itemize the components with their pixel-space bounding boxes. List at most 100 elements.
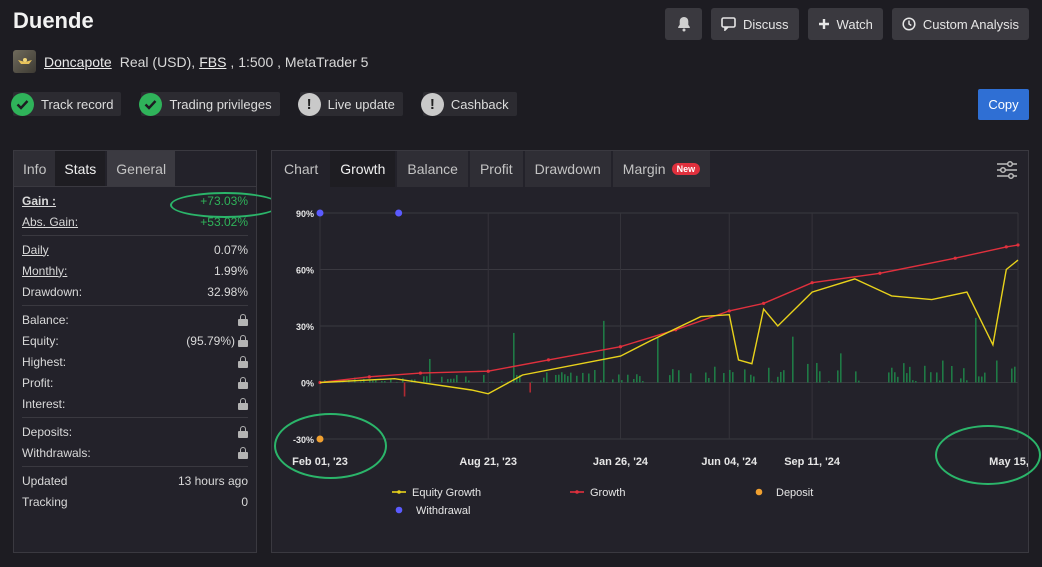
exclamation-icon: !	[297, 92, 321, 116]
stat-label: Deposits:	[22, 424, 73, 439]
profit-bar	[507, 381, 509, 383]
tab-balance[interactable]: Balance	[397, 151, 468, 187]
profit-bar	[828, 381, 830, 383]
series-line	[319, 244, 1019, 384]
profit-bar	[594, 369, 596, 383]
account-user-link[interactable]: Doncapote	[44, 53, 112, 70]
legend-swatch-dot	[575, 490, 579, 494]
lock-icon	[238, 313, 248, 326]
exclamation-icon: !	[420, 92, 444, 116]
profit-bar	[951, 365, 953, 383]
stat-profit: Profit:	[22, 372, 248, 393]
tab-profit[interactable]: Profit	[469, 151, 523, 187]
withdrawal-point	[395, 209, 403, 217]
profit-bar	[600, 380, 602, 383]
profit-bar	[396, 381, 398, 383]
profit-bar	[612, 379, 614, 383]
stat-label[interactable]: Daily	[22, 242, 49, 257]
profit-bar	[603, 320, 605, 383]
profit-bar	[465, 376, 467, 383]
profit-bar	[588, 373, 590, 383]
profit-bar	[723, 373, 725, 383]
profit-bar	[1011, 368, 1013, 383]
tab-margin[interactable]: Margin New	[612, 151, 711, 187]
profit-bar	[636, 374, 638, 383]
profit-bar	[621, 380, 623, 383]
badge-live-update[interactable]: ! Live update	[297, 92, 403, 116]
stat-gain: Gain : +73.03%	[22, 190, 248, 211]
tab-info[interactable]: Info	[14, 151, 56, 186]
profit-bar	[582, 372, 584, 383]
profit-bar	[483, 374, 485, 383]
profit-bar	[783, 370, 785, 383]
stat-label[interactable]: Monthly:	[22, 263, 68, 278]
profit-bar	[819, 371, 821, 383]
tab-drawdown[interactable]: Drawdown	[524, 151, 611, 187]
new-badge: New	[671, 163, 701, 175]
profit-bar	[501, 381, 503, 383]
profit-bar	[936, 372, 938, 383]
stat-value: 0.07%	[213, 242, 248, 257]
stat-balance: Balance:	[22, 309, 248, 330]
stat-highest: Highest:	[22, 351, 248, 372]
badge-trading-privileges[interactable]: Trading privileges	[139, 92, 280, 116]
broker-link[interactable]: FBS	[199, 53, 227, 70]
profit-bar	[942, 360, 944, 383]
avatar[interactable]	[13, 50, 36, 73]
badge-track-record[interactable]: Track record	[11, 92, 122, 116]
copy-button[interactable]: Copy	[978, 89, 1029, 120]
x-tick-label: Aug 21, '23	[459, 456, 517, 468]
profit-bar	[837, 370, 839, 383]
profit-bar	[753, 376, 755, 383]
profit-bar	[771, 381, 773, 383]
profit-bar	[633, 379, 635, 383]
growth-chart: 90% 60% 30% 0% -30% Feb 01, '23 Aug 21, '23 Jan…	[292, 209, 1028, 517]
stats-list: Gain : +73.03% Abs. Gain: +53.02% Daily 0.0…	[14, 187, 256, 515]
watch-button[interactable]: Watch	[807, 8, 883, 40]
y-tick-label: 30%	[296, 322, 314, 332]
stat-value: (95.79%)	[186, 333, 235, 348]
deposit-point	[316, 435, 324, 443]
series-point	[727, 309, 731, 313]
stat-label[interactable]: Gain :	[22, 193, 57, 208]
plus-icon	[818, 19, 829, 29]
tab-general[interactable]: General	[107, 151, 176, 186]
stat-label: Withdrawals:	[22, 445, 91, 460]
stat-value: +53.02%	[200, 214, 248, 229]
profit-bar	[372, 380, 374, 383]
lock-icon	[238, 397, 248, 410]
x-tick-label: Feb 01, '23	[292, 456, 348, 468]
badge-label: Track record	[41, 96, 114, 112]
profit-bar	[975, 317, 977, 383]
stat-daily: Daily 0.07%	[22, 239, 248, 260]
stat-value: 0	[241, 494, 248, 509]
stat-label[interactable]: Abs. Gain:	[22, 214, 79, 229]
tab-stats[interactable]: Stats	[55, 151, 106, 186]
profit-bar	[618, 374, 620, 383]
tab-growth[interactable]: Growth	[330, 151, 396, 187]
badge-cashback[interactable]: ! Cashback	[420, 92, 517, 116]
sliders-icon[interactable]	[996, 160, 1018, 180]
notification-button[interactable]	[665, 8, 703, 40]
profit-bar	[441, 376, 443, 383]
tab-chart[interactable]: Chart	[284, 161, 319, 177]
tab-margin-label: Margin	[622, 161, 666, 177]
custom-analysis-button[interactable]: Custom Analysis	[891, 8, 1029, 40]
legend-swatch	[395, 506, 403, 514]
bell-icon	[677, 17, 690, 32]
profit-bar	[816, 362, 818, 383]
series-point	[486, 369, 490, 373]
profit-bar	[996, 360, 998, 383]
discuss-button[interactable]: Discuss	[711, 8, 799, 40]
profit-bar	[930, 372, 932, 383]
profit-bar	[732, 372, 734, 383]
profit-bar	[690, 373, 692, 383]
comment-icon	[721, 17, 736, 31]
profit-bar	[963, 368, 965, 383]
profit-bar	[492, 381, 494, 383]
stat-label: Balance:	[22, 312, 69, 327]
profit-bar	[423, 376, 425, 383]
profit-bar	[447, 378, 449, 383]
profit-bar	[909, 366, 911, 383]
loss-bar	[403, 382, 406, 397]
